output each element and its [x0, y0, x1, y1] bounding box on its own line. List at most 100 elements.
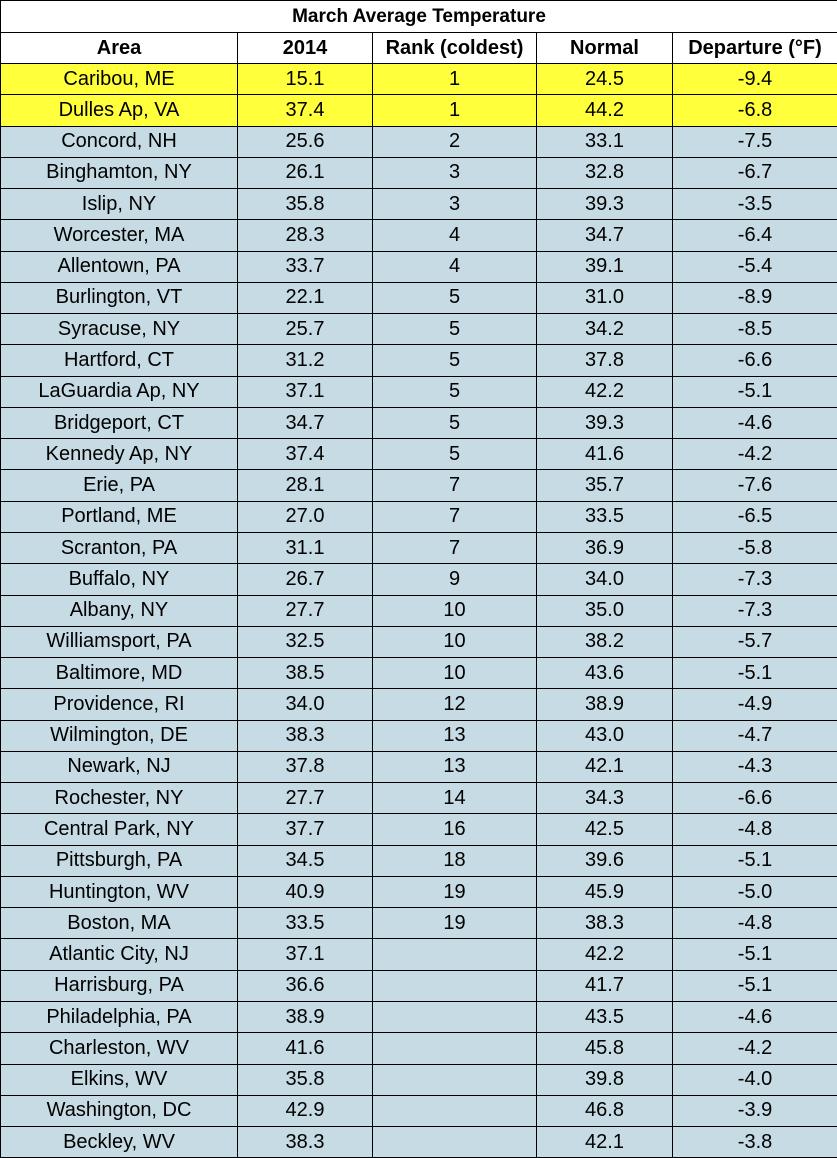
- table-cell: -6.5: [671, 500, 837, 533]
- table-cell: 7: [372, 469, 537, 502]
- table-cell: 39.1: [536, 250, 673, 283]
- table-cell: 25.7: [237, 313, 373, 346]
- table-cell: 38.3: [237, 719, 373, 752]
- table-cell: 42.1: [536, 750, 673, 784]
- table-cell: Concord, NH: [0, 125, 238, 158]
- table-cell: [372, 1094, 537, 1128]
- table-cell: Bridgeport, CT: [0, 406, 238, 440]
- title-row: March Average Temperature: [0, 0, 837, 33]
- table-row: Central Park, NY 37.7 16 42.5 -4.8: [0, 813, 837, 846]
- table-cell: 33.5: [536, 500, 673, 533]
- table-cell: 37.8: [237, 750, 373, 784]
- table-cell: 32.5: [237, 625, 373, 659]
- table-cell: -3.8: [671, 1126, 837, 1158]
- table-cell: 10: [372, 657, 537, 690]
- table-row: Albany, NY 27.7 10 35.0 -7.3: [0, 594, 837, 627]
- table-cell: Islip, NY: [0, 188, 238, 221]
- table-cell: -7.3: [671, 594, 837, 627]
- table-cell: -6.6: [671, 344, 837, 377]
- table-cell: 38.3: [536, 907, 673, 940]
- table-cell: Elkins, WV: [0, 1063, 238, 1096]
- table-cell: -4.9: [671, 688, 837, 721]
- table-cell: 26.7: [237, 563, 373, 596]
- table-cell: 18: [372, 844, 537, 877]
- table-cell: Philadelphia, PA: [0, 1000, 238, 1034]
- table-cell: Baltimore, MD: [0, 657, 238, 690]
- column-header: Departure (°F): [671, 32, 837, 64]
- table-cell: -6.4: [671, 219, 837, 252]
- table-cell: Williamsport, PA: [0, 625, 238, 659]
- table-cell: -4.3: [671, 750, 837, 784]
- table-cell: 1: [372, 62, 537, 96]
- table-cell: [372, 1063, 537, 1096]
- table-cell: 13: [372, 750, 537, 784]
- table-cell: -5.7: [671, 625, 837, 659]
- table-cell: Portland, ME: [0, 500, 238, 533]
- table-cell: Pittsburgh, PA: [0, 844, 238, 877]
- table-cell: 42.5: [536, 813, 673, 846]
- table-cell: [372, 969, 537, 1002]
- table-cell: -5.1: [671, 375, 837, 408]
- table-cell: 42.9: [237, 1094, 373, 1128]
- table-cell: [372, 1000, 537, 1034]
- table-cell: 37.8: [536, 344, 673, 377]
- table-cell: 16: [372, 813, 537, 846]
- table-cell: 7: [372, 531, 537, 565]
- table-row: Atlantic City, NJ 37.1 42.2 -5.1: [0, 938, 837, 971]
- table-cell: 28.3: [237, 219, 373, 252]
- table-cell: 41.7: [536, 969, 673, 1002]
- table-row: Caribou, ME 15.1 1 24.5 -9.4: [0, 62, 837, 96]
- table-cell: 44.2: [536, 94, 673, 127]
- table-cell: 27.7: [237, 782, 373, 815]
- table-cell: 37.4: [237, 94, 373, 127]
- table-cell: -4.2: [671, 438, 837, 471]
- table-cell: -8.5: [671, 313, 837, 346]
- table-cell: 19: [372, 875, 537, 909]
- table-cell: Burlington, VT: [0, 281, 238, 315]
- table-cell: Newark, NJ: [0, 750, 238, 784]
- table-cell: Caribou, ME: [0, 62, 238, 96]
- table-row: Hartford, CT 31.2 5 37.8 -6.6: [0, 344, 837, 377]
- table-cell: Dulles Ap, VA: [0, 94, 238, 127]
- table-cell: Allentown, PA: [0, 250, 238, 283]
- table-cell: 37.4: [237, 438, 373, 471]
- table-row: Dulles Ap, VA 37.4 1 44.2 -6.8: [0, 94, 837, 127]
- table-cell: 39.3: [536, 406, 673, 440]
- table-cell: 5: [372, 375, 537, 408]
- table-cell: 39.3: [536, 188, 673, 221]
- table-cell: 38.3: [237, 1126, 373, 1158]
- table-cell: 43.6: [536, 657, 673, 690]
- table-cell: 43.5: [536, 1000, 673, 1034]
- table-cell: 31.1: [237, 531, 373, 565]
- table-cell: Scranton, PA: [0, 531, 238, 565]
- table-cell: 3: [372, 156, 537, 190]
- table-cell: 31.2: [237, 344, 373, 377]
- table-cell: Central Park, NY: [0, 813, 238, 846]
- column-header: Normal: [536, 32, 673, 64]
- table-row: Charleston, WV 41.6 45.8 -4.2: [0, 1032, 837, 1065]
- table-row: Erie, PA 28.1 7 35.7 -7.6: [0, 469, 837, 502]
- table-cell: 41.6: [536, 438, 673, 471]
- table-cell: Atlantic City, NJ: [0, 938, 238, 971]
- table-cell: 34.0: [536, 563, 673, 596]
- table-cell: 35.7: [536, 469, 673, 502]
- table-cell: -5.1: [671, 969, 837, 1002]
- table-cell: 3: [372, 188, 537, 221]
- table-row: Kennedy Ap, NY 37.4 5 41.6 -4.2: [0, 438, 837, 471]
- table-cell: -5.1: [671, 938, 837, 971]
- table-cell: 35.0: [536, 594, 673, 627]
- table-cell: 34.7: [237, 406, 373, 440]
- table-cell: 45.8: [536, 1032, 673, 1065]
- table-cell: 37.7: [237, 813, 373, 846]
- table-cell: Erie, PA: [0, 469, 238, 502]
- table-cell: Rochester, NY: [0, 782, 238, 815]
- table-cell: -4.6: [671, 406, 837, 440]
- table-cell: -5.8: [671, 531, 837, 565]
- table-cell: 5: [372, 344, 537, 377]
- table-cell: -7.3: [671, 563, 837, 596]
- table-cell: 34.2: [536, 313, 673, 346]
- table-cell: 38.5: [237, 657, 373, 690]
- table-cell: 25.6: [237, 125, 373, 158]
- table-cell: -4.8: [671, 907, 837, 940]
